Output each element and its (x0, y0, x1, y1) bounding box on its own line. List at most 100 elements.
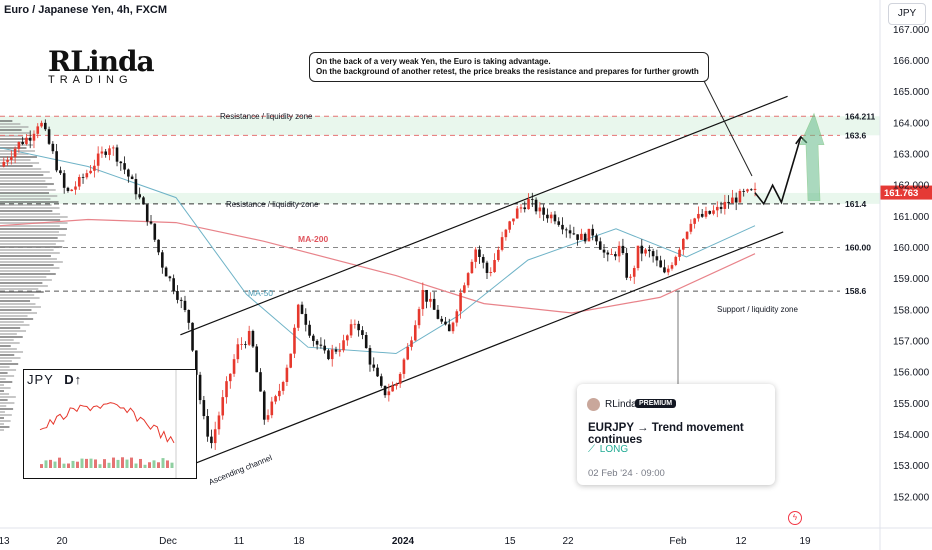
candle-body (497, 249, 500, 261)
candle-body (749, 189, 753, 191)
candle-body (689, 223, 693, 232)
resistance-zone-top (0, 116, 880, 136)
candle-body (572, 233, 576, 235)
candle-body (93, 165, 96, 171)
candle-body (349, 324, 353, 336)
projection-path (754, 136, 802, 206)
volume-profile-bar (0, 237, 58, 239)
volume-profile-bar (0, 204, 52, 206)
y-tick-label: 156.000 (893, 368, 930, 379)
candle-body (191, 322, 194, 351)
volume-profile-bar (0, 285, 48, 287)
ma50-line (0, 147, 756, 355)
level-label: 160.00 (845, 243, 871, 253)
candle-body (323, 345, 326, 351)
candle-body (6, 159, 9, 162)
candle-body (719, 206, 723, 209)
candle-body (55, 151, 58, 171)
idea-card[interactable]: RLinda PREMIUM EURJPY → Trend movement c… (577, 384, 775, 485)
volume-profile-bar (0, 243, 56, 245)
lightning-icon[interactable]: ϟ (788, 511, 802, 525)
volume-profile-bar (0, 390, 4, 392)
volume-profile-bar (0, 405, 7, 407)
volume-profile-bar (0, 186, 48, 188)
channel-lower-line (188, 231, 784, 467)
candle-body (508, 221, 511, 230)
inset-volume-bar (121, 457, 124, 468)
inset-volume-bar (49, 459, 52, 468)
candle-body (674, 256, 678, 266)
candle-body (153, 223, 157, 240)
candle-body (372, 364, 376, 368)
candle-body (595, 235, 598, 242)
candle-body (500, 237, 504, 250)
volume-profile-bar (0, 252, 60, 254)
currency-button[interactable]: JPY (888, 3, 926, 25)
inset-volume-bar (107, 462, 111, 468)
inset-volume-bar (62, 463, 66, 468)
candle-body (89, 170, 92, 174)
candle-body (96, 153, 100, 166)
inset-volume-bar (157, 462, 160, 468)
candle-body (346, 335, 349, 341)
candle-body (553, 214, 557, 222)
candle-body (391, 385, 394, 392)
candle-body (727, 201, 730, 204)
y-tick-label: 158.000 (893, 305, 930, 316)
candle-body (478, 249, 481, 257)
inset-volume-bar (94, 459, 97, 468)
x-tick-label: 11 (234, 536, 245, 547)
x-tick-label: 20 (56, 536, 68, 547)
candle-body (172, 278, 175, 291)
candle-body (463, 285, 466, 293)
channel-upper-line (180, 95, 788, 336)
candle-body (614, 254, 617, 257)
candle-body (432, 298, 436, 310)
symbol-title[interactable]: Euro / Japanese Yen, 4h, FXCM (4, 4, 168, 16)
inset-volume-bar (143, 464, 147, 468)
y-tick-label: 164.000 (893, 118, 930, 129)
y-tick-label: 160.000 (893, 243, 930, 254)
inset-volume-bar (148, 462, 151, 468)
volume-profile-bar (0, 198, 51, 200)
volume-profile-bar (0, 138, 32, 140)
candle-body (183, 300, 187, 310)
inset-volume-bar (166, 460, 169, 468)
volume-profile-bar (0, 291, 44, 293)
candle-body (236, 344, 240, 360)
volume-profile-bar (0, 180, 46, 182)
candle-body (580, 233, 583, 240)
volume-profile-bar (0, 201, 59, 203)
candle-body (742, 190, 746, 192)
candle-body (255, 346, 259, 373)
candle-body (379, 376, 383, 386)
card-author[interactable]: RLinda (605, 399, 637, 410)
candle-body (621, 245, 625, 254)
inset-volume-bar (103, 459, 106, 468)
volume-profile-bar (0, 378, 6, 380)
candle-body (240, 344, 243, 345)
card-title[interactable]: EURJPY → Trend movement continues (588, 422, 744, 446)
volume-profile-bar (0, 156, 37, 158)
candle-body (198, 374, 202, 401)
volume-profile-bar (0, 306, 41, 308)
card-direction: ⟋ LONG (588, 444, 628, 455)
candle-body (425, 289, 428, 302)
candle-body (40, 122, 43, 127)
candle-body (704, 210, 708, 217)
candle-body (659, 260, 662, 268)
annotation-channel: Ascending channel (207, 453, 273, 487)
candle-body (70, 189, 74, 192)
candle-body (62, 173, 66, 188)
candle-body (663, 267, 666, 273)
candle-body (685, 231, 689, 239)
candle-body (515, 208, 519, 219)
candle-body (285, 367, 289, 382)
volume-profile-bar (0, 333, 17, 335)
volume-profile-bar (0, 423, 4, 425)
volume-profile-bar (0, 315, 28, 317)
inset-volume-bar (80, 458, 84, 468)
candle-body (244, 344, 247, 345)
